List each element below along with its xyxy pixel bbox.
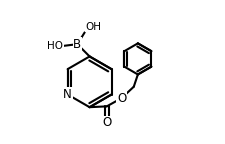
Text: N: N bbox=[63, 88, 72, 101]
Text: B: B bbox=[73, 38, 81, 51]
Text: HO: HO bbox=[47, 41, 63, 51]
Text: OH: OH bbox=[86, 22, 101, 32]
Text: O: O bbox=[117, 92, 126, 105]
Text: O: O bbox=[102, 116, 111, 129]
